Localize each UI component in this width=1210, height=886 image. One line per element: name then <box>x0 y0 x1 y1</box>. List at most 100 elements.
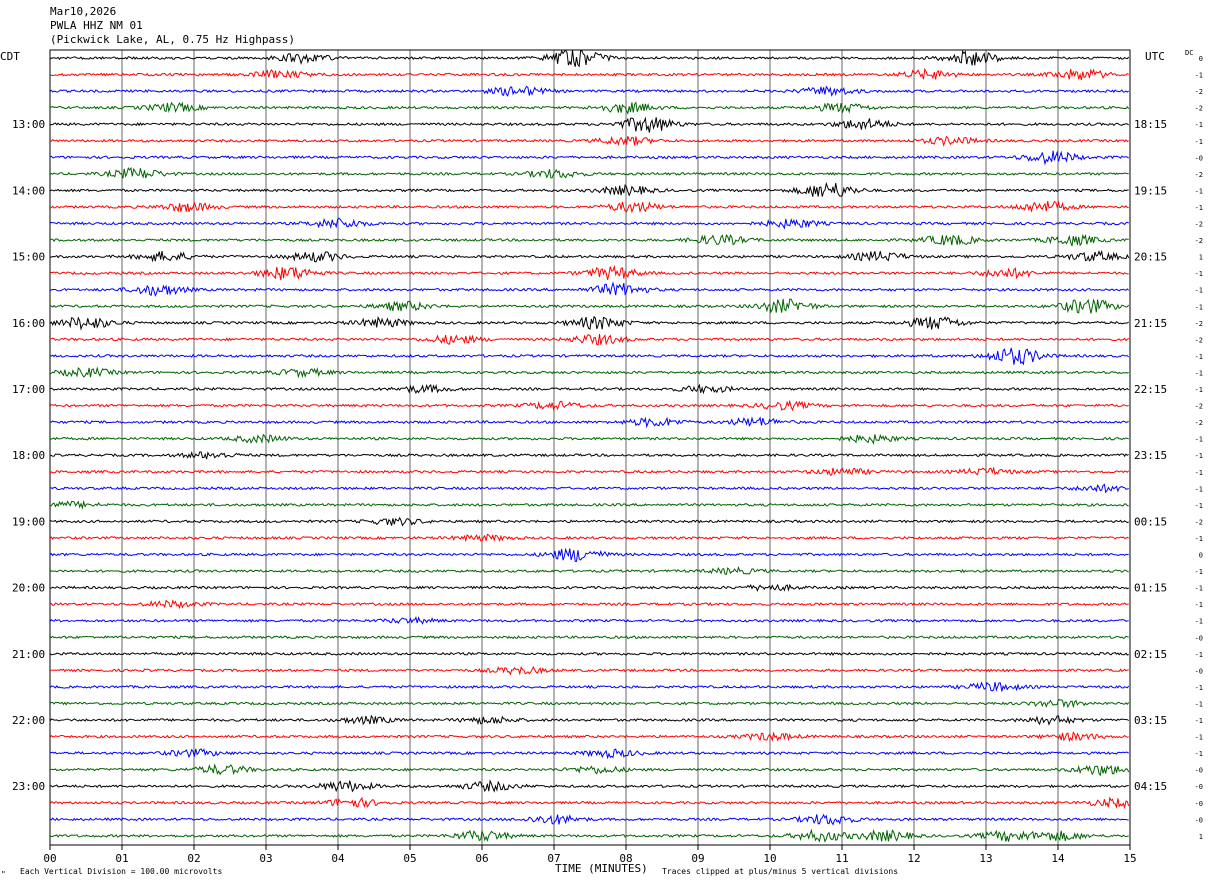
hour-label-cdt: 13:00 <box>12 118 45 131</box>
x-tick-label: 08 <box>619 852 632 865</box>
trace-offset-label: -1 <box>1195 717 1203 725</box>
seismic-trace <box>49 217 1129 230</box>
trace-offset-label: 0 <box>1199 55 1203 63</box>
x-tick-label: 03 <box>259 852 272 865</box>
x-tick-label: 01 <box>115 852 128 865</box>
seismic-trace <box>49 499 1129 510</box>
hour-label-cdt: 22:00 <box>12 714 45 727</box>
seismic-trace <box>49 698 1130 709</box>
left-timezone-label: CDT <box>0 50 20 63</box>
hour-label-cdt: 23:00 <box>12 780 45 793</box>
trace-offset-label: -1 <box>1195 369 1203 377</box>
x-axis-label: TIME (MINUTES) <box>555 862 648 875</box>
seismic-trace <box>49 416 1129 429</box>
hour-label-cdt: 15:00 <box>12 251 45 264</box>
seismic-trace <box>49 583 1129 592</box>
hour-label-utc: 02:15 <box>1134 648 1167 661</box>
x-tick-label: 07 <box>547 852 560 865</box>
trace-offset-label: -2 <box>1195 518 1203 526</box>
plot-frame <box>49 49 1131 846</box>
seismic-trace <box>49 813 1129 826</box>
seismic-trace <box>49 466 1130 476</box>
seismic-trace <box>49 150 1130 166</box>
seismic-trace <box>49 651 1129 656</box>
trace-offset-label: -2 <box>1195 419 1203 427</box>
seismic-trace <box>49 635 1129 640</box>
scale-note: Each Vertical Division = 100.00 microvol… <box>20 867 223 876</box>
trace-offset-label: -0 <box>1195 783 1203 791</box>
seismic-trace <box>49 828 1129 843</box>
seismic-trace <box>49 281 1130 297</box>
trace-offset-label: -2 <box>1195 336 1203 344</box>
trace-offset-label: -2 <box>1195 320 1203 328</box>
trace-offset-label: -1 <box>1195 287 1203 295</box>
trace-offset-label: -1 <box>1195 138 1203 146</box>
seismic-trace <box>49 796 1130 810</box>
x-tick-label: 06 <box>475 852 488 865</box>
seismic-trace <box>49 748 1129 760</box>
trace-offset-label: -1 <box>1195 684 1203 692</box>
seismic-trace <box>49 200 1129 214</box>
seismic-trace <box>49 516 1129 527</box>
seismic-trace <box>49 298 1130 314</box>
seismic-trace <box>49 599 1129 610</box>
trace-offset-label: -0 <box>1195 800 1203 808</box>
trace-offset-label: -1 <box>1195 618 1203 626</box>
hour-label-utc: 19:15 <box>1134 184 1167 197</box>
hour-label-utc: 22:15 <box>1134 383 1167 396</box>
trace-offset-label: -1 <box>1195 270 1203 278</box>
seismic-trace <box>49 333 1130 346</box>
hour-label-cdt: 19:00 <box>12 515 45 528</box>
hour-label-cdt: 16:00 <box>12 317 45 330</box>
trace-offset-label: -2 <box>1195 88 1203 96</box>
hour-label-cdt: 17:00 <box>12 383 45 396</box>
trace-offset-label: -1 <box>1195 651 1203 659</box>
trace-offset-label: -1 <box>1195 535 1203 543</box>
right-timezone-label: UTC <box>1145 50 1165 63</box>
trace-offset-label: -1 <box>1195 121 1203 129</box>
trace-offset-label: -2 <box>1195 221 1203 229</box>
trace-offset-label: -1 <box>1195 568 1203 576</box>
seismic-trace <box>49 85 1130 97</box>
seismic-trace <box>49 264 1129 281</box>
trace-offset-label: -0 <box>1195 816 1203 824</box>
x-tick-label: 00 <box>43 852 56 865</box>
hour-label-cdt: 18:00 <box>12 449 45 462</box>
trace-offset-label: -0 <box>1195 154 1203 162</box>
seismic-trace <box>49 366 1129 379</box>
chart-date: Mar10,2026 <box>50 5 117 18</box>
trace-offset-label: -1 <box>1195 601 1203 609</box>
hour-label-utc: 00:15 <box>1134 515 1167 528</box>
seismic-trace <box>50 249 1130 263</box>
seismic-trace <box>49 67 1129 81</box>
hour-label-utc: 20:15 <box>1134 251 1167 264</box>
seismic-trace <box>49 616 1129 625</box>
trace-offset-label: -1 <box>1195 204 1203 212</box>
seismic-trace <box>49 763 1130 777</box>
x-tick-label: 02 <box>187 852 200 865</box>
seismic-trace <box>49 315 1129 331</box>
trace-offset-label: 1 <box>1199 833 1203 841</box>
trace-offset-label: -1 <box>1195 585 1203 593</box>
seismic-trace <box>49 181 1129 197</box>
trace-offset-label: -1 <box>1195 750 1203 758</box>
seismic-trace <box>49 166 1129 179</box>
trace-offset-label: -1 <box>1195 386 1203 394</box>
seismic-trace <box>49 101 1130 115</box>
x-tick-label: 04 <box>331 852 345 865</box>
seismic-trace <box>49 533 1129 543</box>
station-location: (Pickwick Lake, AL, 0.75 Hz Highpass) <box>50 33 296 46</box>
x-tick-label: 09 <box>691 852 704 865</box>
trace-offset-label: 0 <box>1199 552 1203 560</box>
trace-offset-label: -2 <box>1195 403 1203 411</box>
hour-label-utc: 23:15 <box>1134 449 1167 462</box>
hour-label-utc: 01:15 <box>1134 582 1167 595</box>
trace-offset-label: -1 <box>1195 502 1203 510</box>
x-tick-label: 12 <box>907 852 920 865</box>
trace-offset-label: -1 <box>1195 303 1203 311</box>
seismic-trace <box>49 779 1129 793</box>
trace-offset-label: -0 <box>1195 634 1203 642</box>
trace-offset-label: 1 <box>1199 254 1203 262</box>
trace-offset-label: -1 <box>1195 700 1203 708</box>
